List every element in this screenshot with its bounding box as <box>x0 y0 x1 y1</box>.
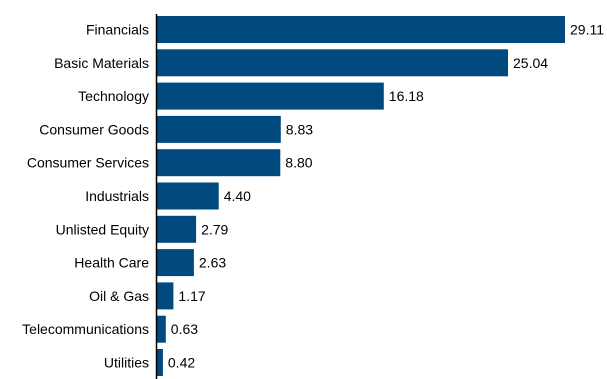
bar-telecommunications <box>157 315 166 343</box>
value-label: 8.83 <box>286 121 313 137</box>
category-labels: Financials Basic Materials Technology Consu… <box>22 22 149 371</box>
value-label: 0.63 <box>171 321 198 337</box>
category-label: Oil & Gas <box>89 288 149 304</box>
category-label: Telecommunications <box>22 321 149 337</box>
bar-utilities <box>157 349 163 376</box>
value-label: 25.04 <box>513 55 548 71</box>
bar-oil-gas <box>157 282 174 310</box>
value-label: 29.11 <box>570 22 604 38</box>
category-label: Unlisted Equity <box>56 221 149 237</box>
category-label: Technology <box>78 88 149 104</box>
value-label: 8.80 <box>285 155 312 171</box>
bar-basic-materials <box>157 49 508 77</box>
category-label: Consumer Goods <box>39 121 149 137</box>
bar-financials <box>157 16 565 43</box>
value-labels: 29.11 25.04 16.18 8.83 8.80 4.40 2.79 2.63 1.17 0… <box>168 22 604 371</box>
bar-consumer-goods <box>157 115 281 143</box>
category-label: Basic Materials <box>54 55 149 71</box>
value-label: 2.63 <box>199 255 226 271</box>
bars-group <box>157 16 565 376</box>
bar-health-care <box>157 249 194 277</box>
value-label: 16.18 <box>389 88 424 104</box>
category-label: Health Care <box>74 255 149 271</box>
bar-industrials <box>157 182 219 210</box>
category-label: Consumer Services <box>27 155 149 171</box>
value-label: 2.79 <box>201 221 228 237</box>
value-label: 0.42 <box>168 355 195 371</box>
bar-consumer-services <box>157 149 281 177</box>
value-label: 1.17 <box>178 288 205 304</box>
category-label: Industrials <box>85 188 149 204</box>
category-label: Utilities <box>104 355 149 371</box>
category-label: Financials <box>86 22 149 38</box>
bar-unlisted-equity <box>157 215 197 243</box>
bar-technology <box>157 82 384 110</box>
value-label: 4.40 <box>224 188 251 204</box>
